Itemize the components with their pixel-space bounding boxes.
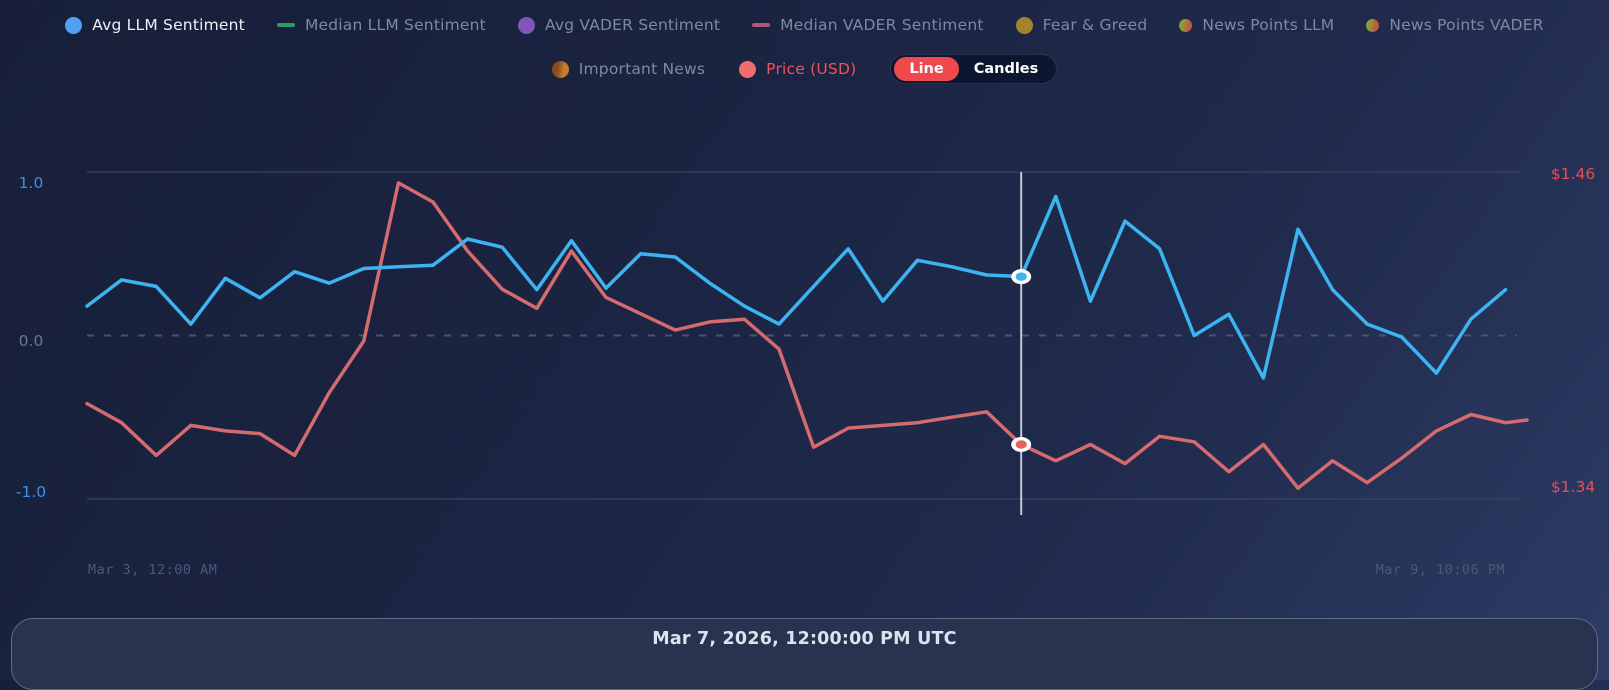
y-axis-label-1: 1.0 xyxy=(18,174,44,192)
median-llm-sentiment-swatch-icon xyxy=(276,23,295,27)
fear-greed-swatch-icon xyxy=(1015,16,1033,34)
x-axis-label-end: Mar 9, 10:06 PM xyxy=(1375,562,1505,578)
hover-marker-price xyxy=(1011,437,1032,452)
legend-item-news-points-llm[interactable]: News Points LLM xyxy=(1179,16,1334,34)
price-axis-label-low: $1.34 xyxy=(1550,478,1596,496)
legend-item-avg-llm-sentiment[interactable]: Avg LLM Sentiment xyxy=(65,16,245,34)
hover-marker-avg-llm xyxy=(1011,269,1032,285)
important-news-swatch-icon xyxy=(551,60,569,78)
line-candles-toggle: Line Candles xyxy=(890,54,1058,84)
y-axis-label-0: 0.0 xyxy=(18,332,44,350)
legend-item-fear-greed[interactable]: Fear & Greed xyxy=(1015,16,1148,34)
legend-row-1: Avg LLM Sentiment Median LLM Sentiment Avg… xyxy=(0,16,1609,34)
legend-item-median-llm-sentiment[interactable]: Median LLM Sentiment xyxy=(276,16,486,34)
price-axis-label-high: $1.46 xyxy=(1550,165,1596,183)
toggle-option-candles[interactable]: Candles xyxy=(973,61,1039,77)
news-points-llm-swatch-icon xyxy=(1179,18,1193,32)
hover-timestamp: Mar 7, 2026, 12:00:00 PM UTC xyxy=(652,629,957,649)
price-usd-swatch-icon xyxy=(739,60,757,78)
legend-item-label: Fear & Greed xyxy=(1042,16,1148,34)
x-axis-label-start: Mar 3, 12:00 AM xyxy=(88,562,218,578)
legend-item-label: Important News xyxy=(578,60,706,78)
legend-item-important-news[interactable]: Important News xyxy=(551,60,706,78)
legend-item-label: Avg VADER Sentiment xyxy=(544,16,721,34)
legend-item-label: Median VADER Sentiment xyxy=(780,16,984,34)
news-points-vader-swatch-icon xyxy=(1366,18,1380,32)
avg-llm-sentiment-swatch-icon xyxy=(65,16,83,34)
legend-row-2: Important News Price (USD) Line Candles xyxy=(0,54,1609,84)
legend-item-label: News Points VADER xyxy=(1389,16,1544,34)
tooltip-bar: Mar 7, 2026, 12:00:00 PM UTC xyxy=(11,618,1598,690)
avg-llm-sentiment-series-line xyxy=(85,194,1508,380)
legend-item-label: Price (USD) xyxy=(766,60,857,78)
median-vader-sentiment-swatch-icon xyxy=(752,23,771,27)
legend-item-label: Avg LLM Sentiment xyxy=(92,16,245,34)
legend-item-median-vader-sentiment[interactable]: Median VADER Sentiment xyxy=(752,16,983,34)
legend-item-label: News Points LLM xyxy=(1202,16,1335,34)
y-axis-label-neg1: -1.0 xyxy=(15,483,47,501)
legend-item-news-points-vader[interactable]: News Points VADER xyxy=(1366,16,1544,34)
price-series-line xyxy=(85,181,1529,490)
legend-item-label: Median LLM Sentiment xyxy=(304,16,486,34)
legend-item-price-usd[interactable]: Price (USD) xyxy=(739,60,856,78)
toggle-option-line[interactable]: Line xyxy=(894,57,959,81)
avg-vader-sentiment-swatch-icon xyxy=(517,16,535,34)
legend-item-avg-vader-sentiment[interactable]: Avg VADER Sentiment xyxy=(517,16,721,34)
